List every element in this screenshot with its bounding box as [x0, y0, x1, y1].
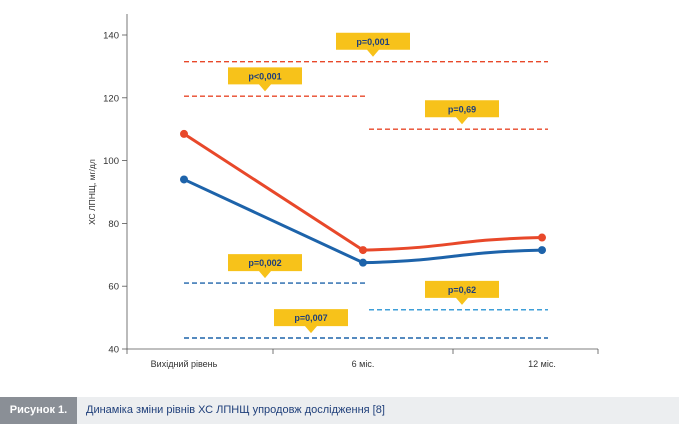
callout-box — [228, 254, 302, 279]
y-axis-label: ХС ЛПНЩ, мг/дл — [87, 159, 97, 225]
data-point — [538, 233, 546, 242]
y-tick-label: 40 — [108, 345, 119, 356]
series-layer — [180, 129, 546, 267]
callout-box — [425, 280, 499, 305]
y-tick-label: 140 — [103, 31, 119, 42]
data-point — [538, 246, 546, 255]
data-point — [180, 175, 188, 184]
x-tick-label: 12 міс. — [528, 359, 556, 369]
series-line — [182, 177, 544, 265]
figure-caption-text: Динаміка зміни рівнів ХС ЛПНЩ упродовж д… — [86, 404, 385, 416]
callout-box — [425, 100, 499, 125]
x-tick-label: 6 міс. — [352, 359, 375, 369]
series-line — [182, 132, 544, 252]
callout-box — [274, 309, 348, 334]
data-point — [180, 129, 188, 138]
p-value-label: p=0,001 — [356, 37, 389, 47]
p-value-callout: p=0,001 — [336, 32, 410, 57]
callout-box — [228, 67, 302, 92]
p-value-callout: p=0,002 — [228, 254, 302, 279]
figure-number: Рисунок 1. — [0, 397, 77, 424]
p-value-annotations: p=0,001 p<0,001 p=0,69 p=0,002 p=0,62 p=0,007 — [228, 32, 499, 334]
data-point — [359, 246, 367, 255]
y-tick-label: 120 — [103, 93, 119, 104]
y-tick-label: 80 — [108, 219, 119, 230]
p-value-callout: p=0,62 — [425, 280, 499, 305]
p-value-callout: p=0,69 — [425, 100, 499, 125]
reference-lines — [184, 60, 548, 339]
p-value-label: p<0,001 — [248, 71, 281, 81]
p-value-label: p=0,69 — [448, 104, 476, 114]
x-tick-label: Вихідний рівень — [151, 359, 218, 369]
p-value-callout: p=0,007 — [274, 309, 348, 334]
p-value-callout: p<0,001 — [228, 67, 302, 92]
figure-caption: Рисунок 1. Динаміка зміни рівнів ХС ЛПНЩ… — [0, 397, 679, 424]
chart-axes: 40 60 80 100 120 140 Вихідний рівень 6 міс. 12 м… — [87, 14, 599, 369]
p-value-label: p=0,62 — [448, 285, 476, 295]
p-value-label: p=0,007 — [294, 313, 327, 323]
ldl-cholesterol-line-chart: 40 60 80 100 120 140 Вихідний рівень 6 міс. 12 м… — [87, 14, 599, 369]
callout-box — [336, 32, 410, 57]
y-tick-label: 60 — [108, 282, 119, 293]
data-point — [359, 258, 367, 267]
y-tick-label: 100 — [103, 156, 119, 167]
p-value-label: p=0,002 — [248, 258, 281, 268]
